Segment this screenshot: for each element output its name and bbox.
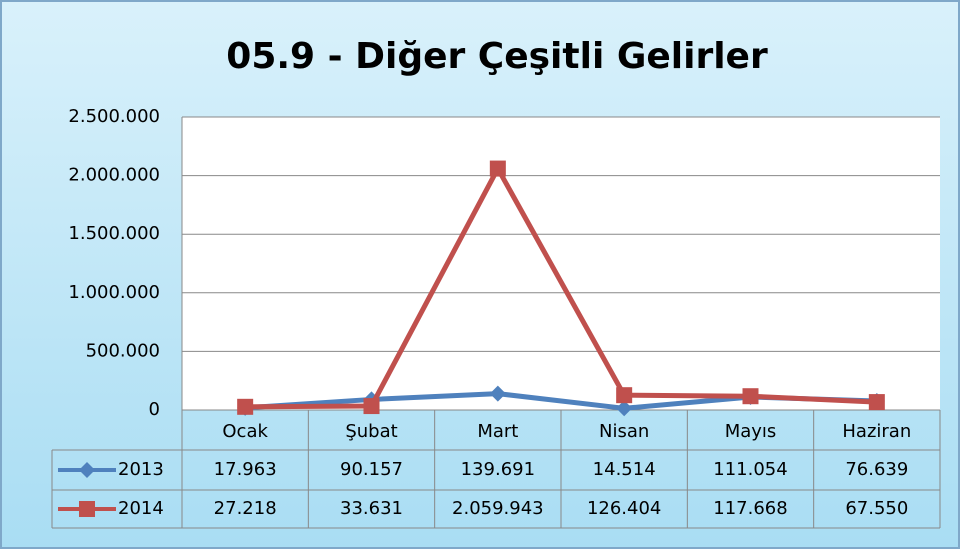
table-value: 139.691 (461, 459, 535, 480)
x-tick-label: Nisan (599, 421, 649, 442)
x-tick-label: Ocak (222, 421, 268, 442)
table-value: 2.059.943 (452, 498, 544, 519)
y-tick-label: 500.000 (86, 340, 160, 361)
table-value: 14.514 (593, 459, 656, 480)
y-tick-label: 1.500.000 (68, 223, 160, 244)
series-line (245, 166, 877, 410)
chart-title: 05.9 - Diğer Çeşitli Gelirler (226, 36, 768, 77)
marker (616, 400, 633, 417)
table-value: 111.054 (713, 459, 787, 480)
marker (868, 394, 885, 411)
y-tick-label: 0 (149, 399, 160, 420)
table-value: 76.639 (845, 459, 908, 480)
legend-label: 2014 (118, 498, 164, 519)
legend-marker (79, 501, 95, 517)
table-value: 17.963 (214, 459, 277, 480)
marker (742, 388, 759, 405)
table-value: 126.404 (587, 498, 661, 519)
y-tick-label: 2.500.000 (68, 106, 160, 127)
table-value: 117.668 (713, 498, 787, 519)
table-value: 90.157 (340, 459, 403, 480)
marker (616, 387, 633, 404)
plot-area (182, 117, 940, 410)
x-tick-label: Mart (477, 421, 518, 442)
legend-marker (79, 462, 95, 478)
marker (489, 160, 506, 177)
table-value: 67.550 (845, 498, 908, 519)
table-value: 27.218 (214, 498, 277, 519)
marker (363, 398, 380, 415)
marker (237, 398, 254, 415)
y-tick-label: 1.000.000 (68, 282, 160, 303)
x-tick-label: Şubat (345, 421, 397, 442)
x-tick-label: Mayıs (725, 421, 777, 442)
table-value: 33.631 (340, 498, 403, 519)
legend-label: 2013 (118, 459, 164, 480)
x-tick-label: Haziran (842, 421, 911, 442)
marker (489, 385, 506, 402)
y-tick-label: 2.000.000 (68, 165, 160, 186)
